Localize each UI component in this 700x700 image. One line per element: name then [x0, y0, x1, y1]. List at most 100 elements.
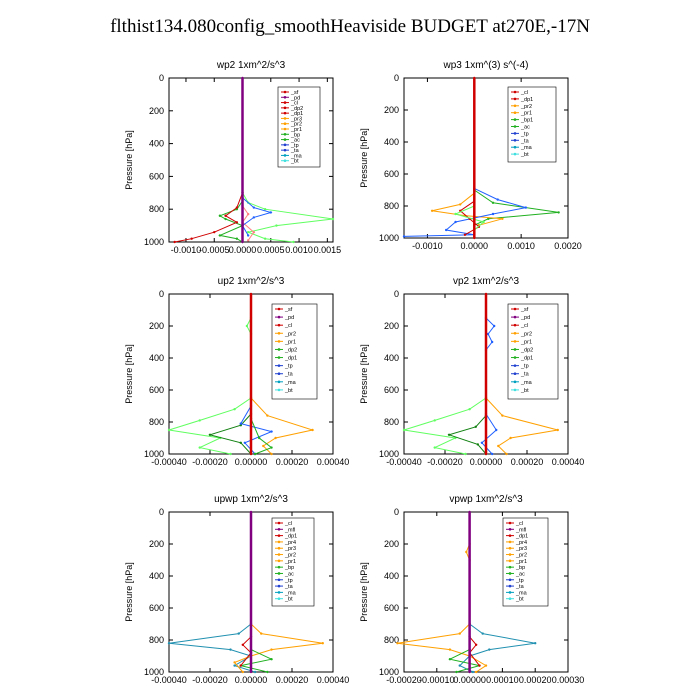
y-tick-label: 600	[384, 603, 399, 613]
legend-label: _cl	[284, 521, 292, 527]
series-point	[491, 212, 495, 216]
y-tick-label: 600	[384, 385, 399, 395]
series-point	[258, 436, 261, 440]
series-point	[474, 425, 477, 428]
series-point	[430, 209, 434, 212]
y-tick-label: 600	[149, 385, 164, 395]
series-point	[249, 292, 253, 296]
chart-title: vpwp 1xm^2/s^3	[449, 494, 523, 505]
series-point	[270, 658, 273, 661]
legend-marker	[283, 90, 287, 94]
series-point	[311, 428, 314, 432]
legend-marker	[277, 584, 281, 588]
legend-marker	[508, 572, 512, 575]
legend-label: _bp	[284, 565, 294, 571]
legend-marker	[508, 534, 512, 537]
series-point	[224, 214, 227, 217]
legend-marker	[508, 553, 512, 556]
series-point	[493, 324, 496, 328]
legend-label: _ta	[520, 138, 530, 144]
legend-marker	[283, 143, 287, 147]
series-point	[237, 632, 240, 635]
plot-frame	[403, 77, 569, 239]
legend-marker	[277, 356, 281, 359]
series-point	[241, 643, 244, 646]
legend-label: _pr3	[284, 546, 296, 552]
series-point	[484, 292, 488, 296]
legend-label: _pr1	[284, 559, 296, 565]
y-tick-label: 0	[394, 73, 399, 83]
series-point	[476, 443, 479, 446]
chart-title: upwp 1xm^2/s^3	[214, 494, 288, 505]
x-tick-label: 0.0000	[229, 245, 257, 255]
legend-marker	[283, 117, 287, 120]
series-point	[402, 428, 406, 432]
legend-label: _bt	[515, 597, 524, 603]
legend-marker	[508, 546, 512, 550]
legend-label: _ta	[515, 584, 525, 590]
series-line-2	[431, 192, 503, 226]
y-tick-label: 0	[394, 507, 399, 517]
series-point	[224, 217, 227, 221]
legend-marker	[508, 591, 512, 594]
y-tick-label: 800	[149, 635, 164, 645]
series-point	[474, 643, 478, 646]
series-point	[331, 217, 335, 221]
legend-marker	[513, 348, 517, 351]
y-tick-label: 200	[149, 321, 164, 331]
legend-label: _pr4	[515, 540, 527, 546]
legend-label: _pd	[290, 95, 300, 101]
series-point	[253, 452, 257, 456]
series-point	[241, 670, 244, 674]
y-tick-label: 1000	[379, 449, 399, 459]
legend-label: _pr2	[284, 331, 296, 337]
legend-label: _ma	[284, 590, 297, 596]
series-point	[229, 648, 232, 651]
series-point	[274, 436, 277, 440]
series-point	[556, 428, 559, 432]
legend-marker	[508, 528, 512, 531]
series-point	[490, 340, 494, 344]
series-point	[478, 664, 481, 667]
series-point	[239, 422, 242, 425]
x-tick-label: -0.0005	[199, 245, 230, 255]
legend-label: _pr2	[520, 104, 532, 110]
series-line-1	[168, 317, 252, 455]
legend-marker	[277, 597, 281, 600]
x-tick-label: 0.0010	[507, 241, 535, 251]
legend-marker	[508, 578, 512, 582]
series-point	[269, 211, 272, 214]
x-tick-label: 0.00020	[519, 675, 552, 685]
x-tick-label: -0.00040	[151, 675, 187, 685]
legend-marker	[513, 356, 517, 359]
chart-panel-1: wp2 1xm^2/s^3 Pressure [hPa] 0 200 400 600 800…	[124, 60, 341, 255]
series-point	[208, 433, 212, 436]
x-tick-label: -0.00020	[192, 457, 228, 467]
legend-label: _bt	[284, 388, 293, 394]
series-point	[464, 452, 467, 456]
series-point	[246, 234, 250, 237]
series-point	[252, 216, 256, 219]
legend-marker	[513, 139, 517, 142]
y-tick-label: 400	[384, 571, 399, 581]
chart-panel-5: upwp 1xm^2/s^3 Pressure [hPa] 0 200 400 600 80…	[124, 494, 349, 685]
y-axis-label: Pressure [hPa]	[124, 562, 134, 622]
series-point	[473, 76, 476, 80]
series-point	[167, 642, 171, 645]
series-point	[233, 661, 236, 664]
y-tick-label: 600	[149, 603, 164, 613]
legend-marker	[513, 380, 517, 384]
legend-marker	[277, 565, 281, 569]
y-tick-label: 800	[149, 204, 164, 214]
series-point	[448, 658, 452, 661]
legend-marker	[513, 340, 517, 343]
y-tick-label: 600	[384, 169, 399, 179]
y-tick-label: 200	[384, 105, 399, 115]
series-point	[270, 430, 273, 433]
series-point	[454, 220, 457, 224]
legend-marker	[283, 132, 287, 136]
series-point	[482, 220, 485, 224]
legend-marker	[508, 584, 512, 588]
series-point	[473, 236, 476, 240]
series-point	[495, 428, 498, 432]
